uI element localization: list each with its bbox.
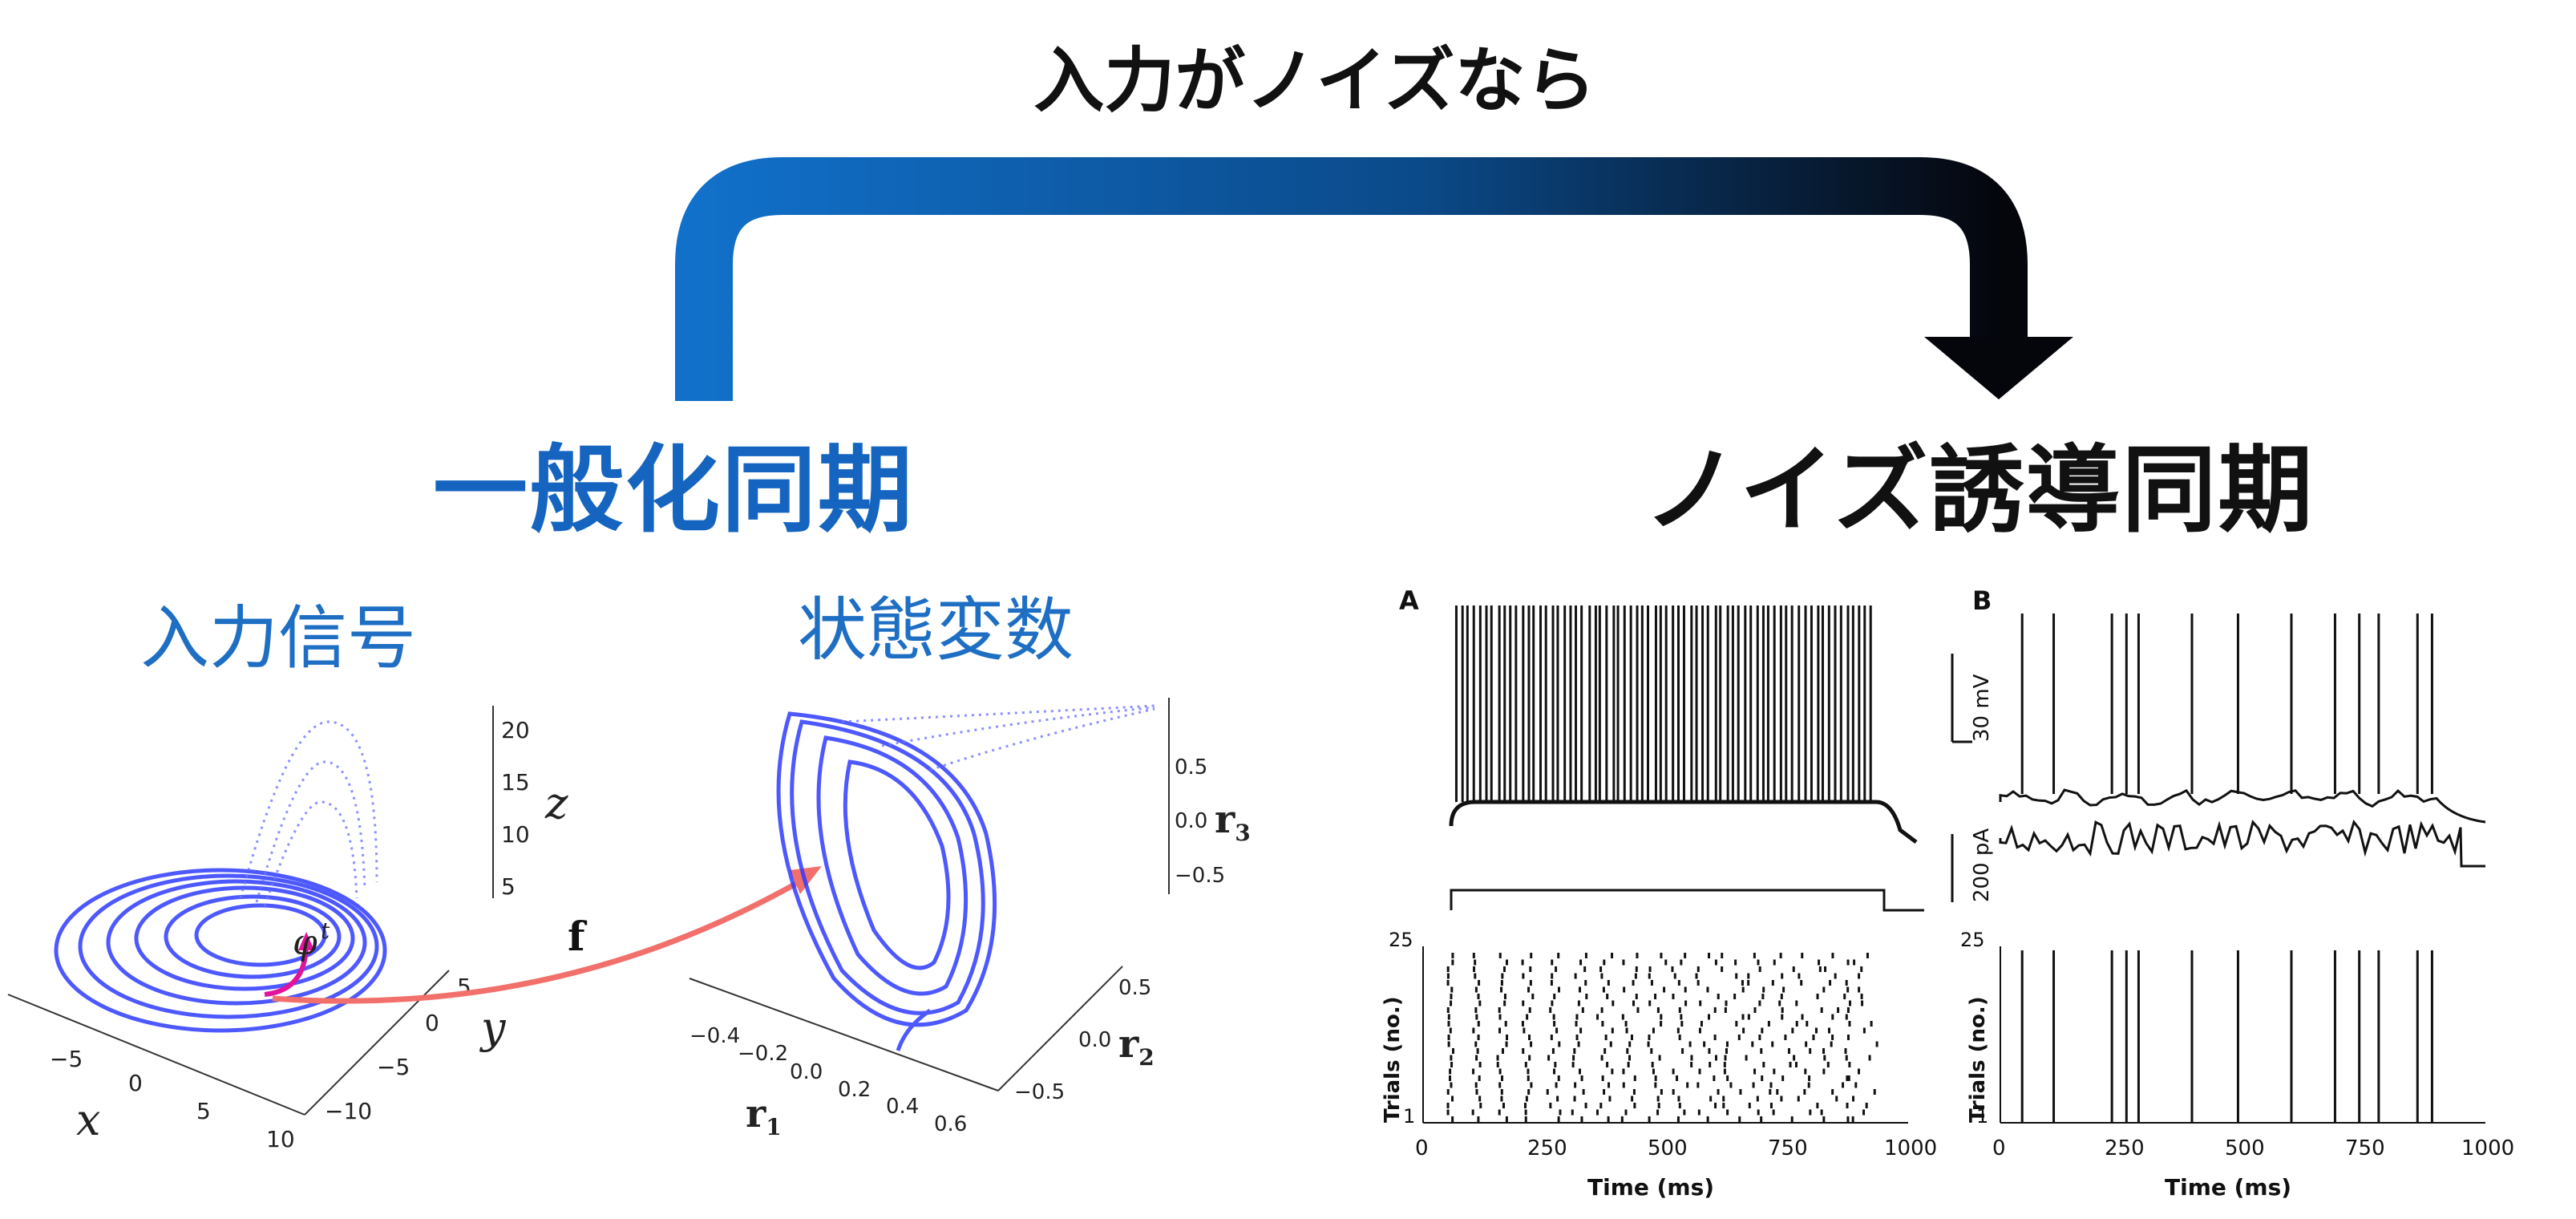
z-tick: 20 [501,717,530,743]
raster-a-ytick: 1 [1403,1105,1415,1128]
flow-arrow [264,946,309,997]
voltage-scale: 30 mV [1970,674,1994,742]
current-scale: 200 pA [1970,828,1994,902]
panel-a-voltage-traces [1454,605,1872,802]
arrow-label: 入力がノイズなら [1033,39,1596,122]
r3-tick: −0.5 [1175,864,1225,888]
noise-sync-figure: A B 30 mV 200 pA Trials (no.) 25 1 0 250… [1381,585,2514,1201]
panel-a-label: A [1399,585,1419,616]
r1-tick: −0.2 [738,1042,788,1066]
attractor-plots: −5 0 5 10 5 0 −5 −10 20 15 10 5 x y z φ … [7,698,1251,1152]
time-tick: 1000 [2461,1136,2514,1160]
y-axis-label: y [479,1002,507,1053]
state-variable-label: 状態変数 [798,590,1074,670]
y-tick: 0 [425,1010,439,1036]
y-tick: −5 [377,1054,410,1080]
r2-tick: −0.5 [1014,1080,1065,1104]
panel-b-baseline [1999,788,2486,824]
r2-tick: 0.5 [1118,976,1151,1000]
map-label: f [568,913,588,960]
r1-tick: 0.6 [934,1112,967,1136]
time-label-a: Time (ms) [1587,1174,1714,1201]
generalized-sync-heading: 一般化同期 [433,435,915,545]
z-tick: 15 [501,769,530,796]
flow-sup: t [321,917,330,944]
time-tick: 0 [1992,1136,2006,1160]
r3-label: r3 [1215,797,1251,846]
flow-label: φ [293,922,317,963]
time-tick: 500 [2225,1136,2265,1160]
time-tick: 500 [1648,1136,1688,1160]
r1-tick: 0.2 [838,1078,871,1102]
panel-b-label: B [1972,585,1992,616]
panel-b-voltage-trace [2020,614,2433,794]
time-tick: 1000 [1884,1136,1937,1160]
x-axis-label: x [76,1095,100,1145]
time-tick: 750 [2345,1136,2385,1160]
mapping-arrow [272,875,807,1004]
panel-a-current-step [1450,889,1924,912]
time-tick: 250 [1527,1136,1567,1160]
r3-tick: 0.0 [1175,809,1207,833]
panel-b-noise-current [1999,819,2485,868]
r2-tick: 0.0 [1078,1028,1111,1052]
r1-tick: 0.0 [790,1060,823,1084]
z-tick: 5 [501,873,516,900]
time-tick: 0 [1415,1136,1429,1160]
raster-a [1422,946,1908,1124]
panel-a-baseline [1449,800,1918,844]
y-tick: −10 [325,1098,372,1124]
z-tick: 10 [501,821,530,848]
x-tick: 5 [196,1098,211,1124]
lorenz-attractor [54,868,387,1033]
noise-induced-sync-heading: ノイズ誘導同期 [1644,435,2315,545]
r1-label: r1 [746,1091,782,1140]
raster-b-ytick: 1 [1976,1105,1988,1128]
time-tick: 750 [1768,1136,1808,1160]
plot1-axes [7,706,494,1116]
z-axis-label: z [544,778,568,828]
raster-b [2000,946,2485,1124]
r1-tick: −0.4 [689,1024,740,1048]
raster-a-ylabel: Trials (no.) [1381,996,1405,1123]
raster-b-ytick: 25 [1960,929,1985,951]
time-tick: 250 [2105,1136,2145,1160]
x-tick: 0 [128,1070,143,1096]
x-tick: −5 [50,1046,83,1072]
plot2-axes [689,698,1170,1091]
raster-a-ytick: 25 [1389,929,1413,951]
input-signal-label: 入力信号 [140,598,416,678]
raster-b-ylabel: Trials (no.) [1966,996,1990,1123]
r3-tick: 0.5 [1175,755,1207,780]
r2-label: r2 [1118,1022,1155,1071]
time-label-b: Time (ms) [2165,1174,2291,1201]
r1-tick: 0.4 [886,1095,919,1119]
reservoir-attractor [776,711,997,1051]
x-tick: 10 [266,1126,295,1152]
